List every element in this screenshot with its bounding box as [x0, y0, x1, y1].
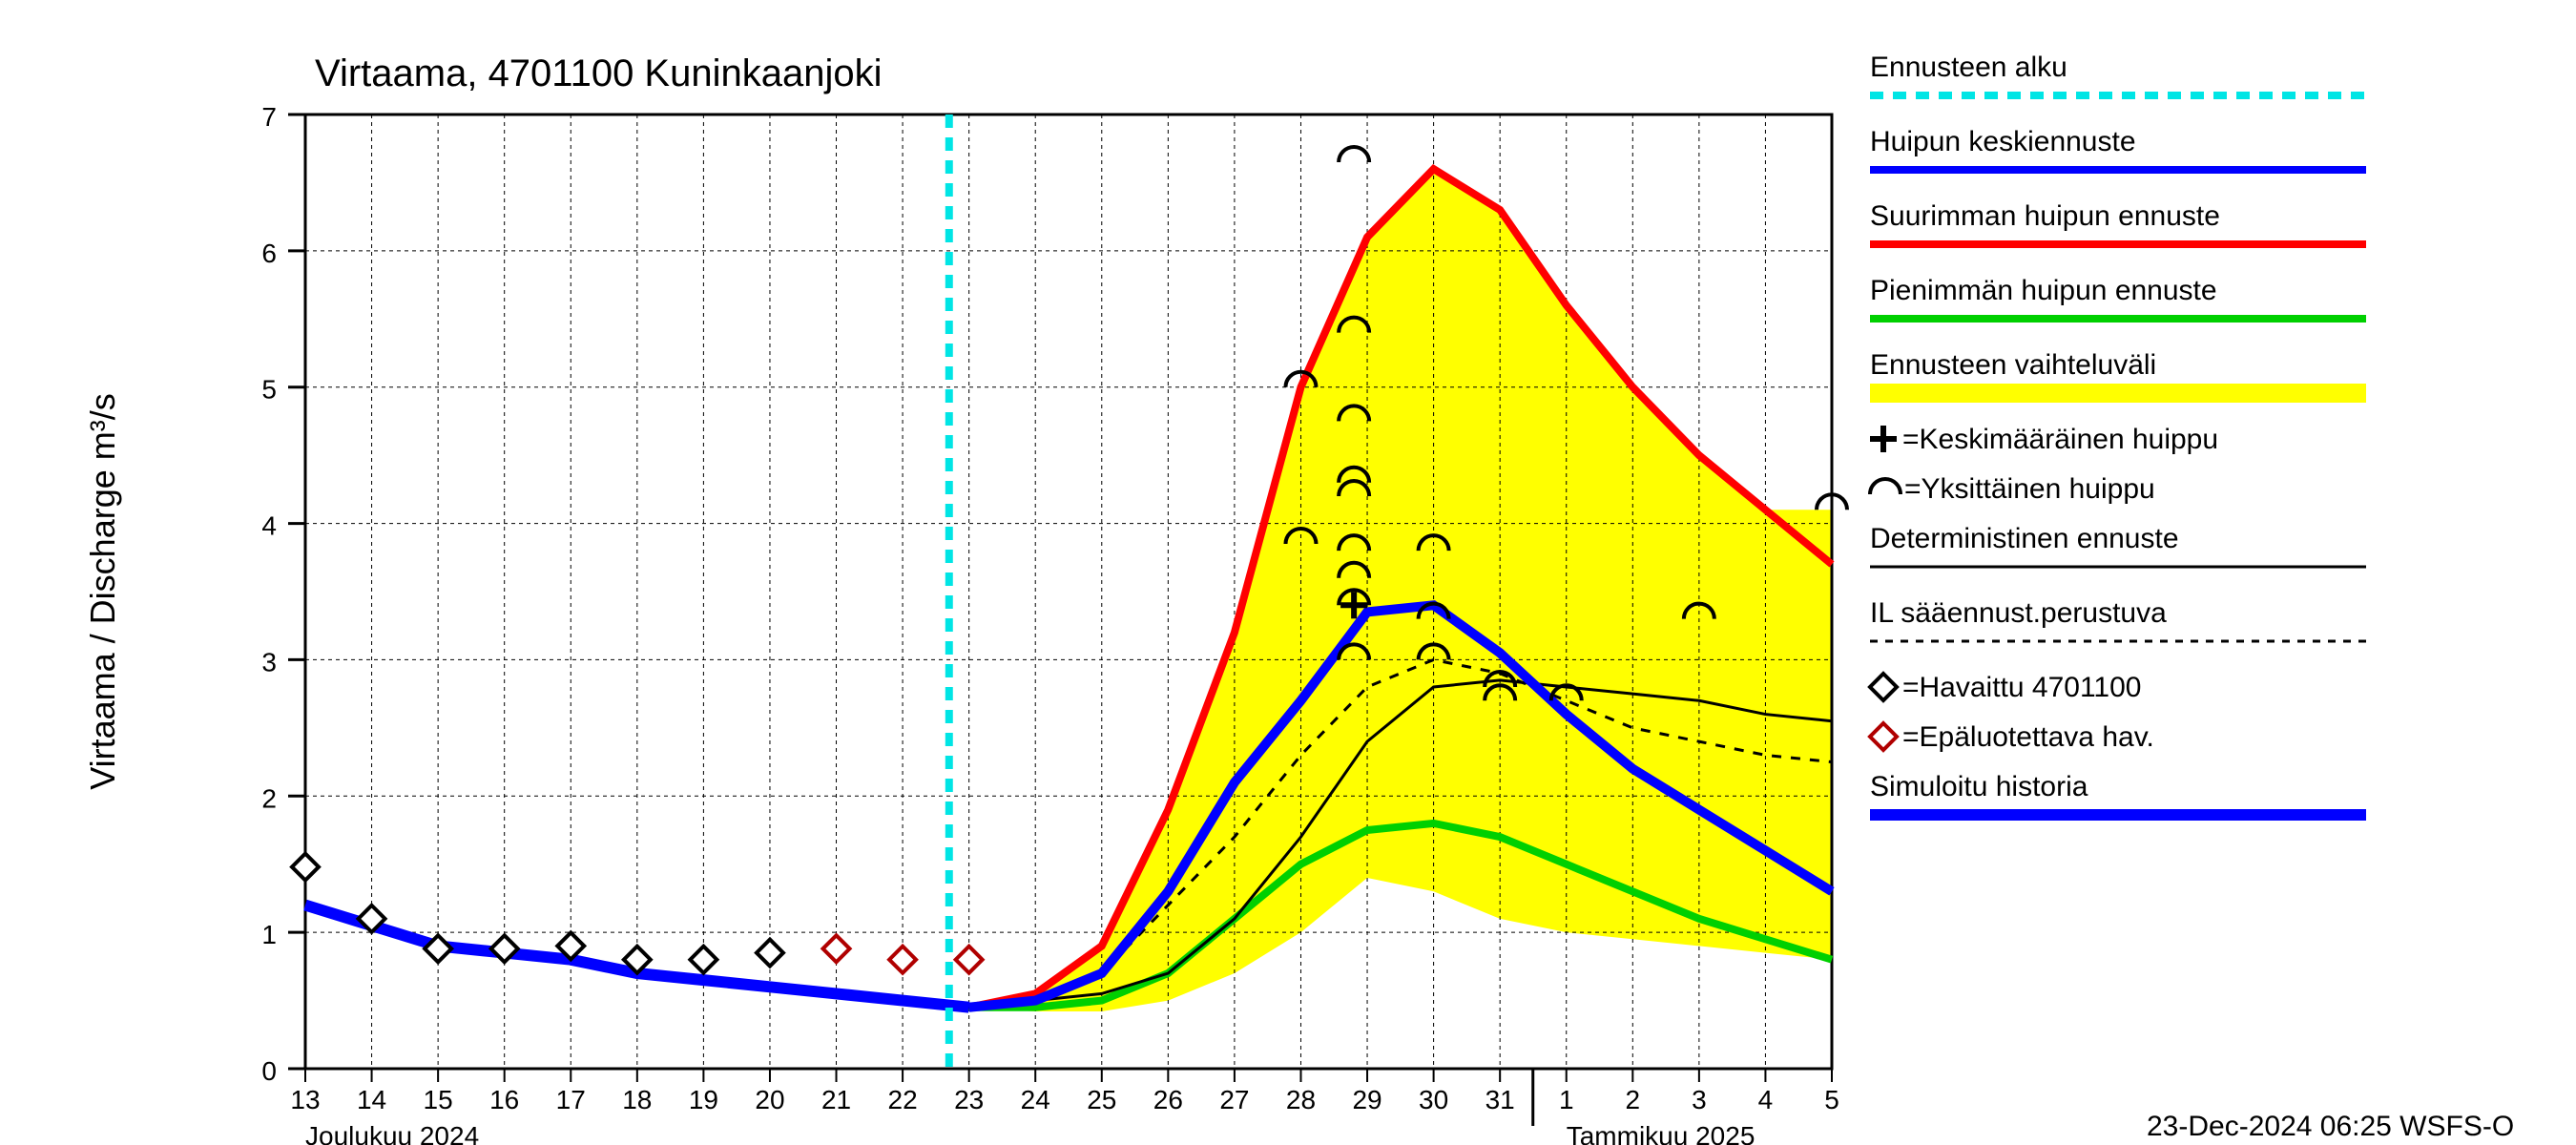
- x-day-label: 29: [1352, 1085, 1381, 1114]
- x-day-label: 20: [755, 1085, 784, 1114]
- x-day-label: 24: [1021, 1085, 1050, 1114]
- y-tick-label: 4: [261, 511, 277, 541]
- x-month-label: Tammikuu 2025: [1567, 1121, 1755, 1145]
- x-day-label: 13: [290, 1085, 320, 1114]
- legend-label: =Havaittu 4701100: [1902, 672, 2141, 703]
- y-axis-label: Virtaama / Discharge m³/s: [83, 393, 122, 789]
- x-day-label: 23: [954, 1085, 984, 1114]
- x-day-label: 21: [821, 1085, 851, 1114]
- x-day-label: 26: [1153, 1085, 1183, 1114]
- x-day-label: 28: [1286, 1085, 1316, 1114]
- chart-title: Virtaama, 4701100 Kuninkaanjoki: [315, 52, 883, 94]
- x-day-label: 18: [622, 1085, 652, 1114]
- x-day-label: 27: [1219, 1085, 1249, 1114]
- y-tick-label: 6: [261, 239, 277, 268]
- x-month-label: Joulukuu 2024: [305, 1121, 479, 1145]
- x-day-label: 22: [888, 1085, 918, 1114]
- legend-label: Simuloitu historia: [1870, 771, 2088, 802]
- chart-footer: 23-Dec-2024 06:25 WSFS-O: [2147, 1111, 2514, 1142]
- x-day-label: 17: [556, 1085, 586, 1114]
- y-tick-label: 2: [261, 783, 277, 813]
- chart-container: 0123456713141516171819202122232425262728…: [0, 0, 2576, 1145]
- legend-label: Ennusteen alku: [1870, 52, 2067, 83]
- x-day-label: 3: [1692, 1085, 1707, 1114]
- legend-label: Deterministinen ennuste: [1870, 523, 2179, 554]
- x-day-label: 30: [1419, 1085, 1448, 1114]
- x-day-label: 4: [1758, 1085, 1774, 1114]
- legend-label: =Epäluotettava hav.: [1902, 721, 2154, 753]
- y-tick-label: 3: [261, 647, 277, 677]
- x-day-label: 15: [424, 1085, 453, 1114]
- legend-label: =Yksittäinen huippu: [1904, 473, 2155, 505]
- y-tick-label: 5: [261, 375, 277, 405]
- x-day-label: 31: [1485, 1085, 1515, 1114]
- legend-label: Huipun keskiennuste: [1870, 126, 2136, 157]
- x-day-label: 1: [1559, 1085, 1574, 1114]
- legend-label: Suurimman huipun ennuste: [1870, 200, 2220, 232]
- y-tick-label: 7: [261, 102, 277, 132]
- legend-label: IL sääennust.perustuva: [1870, 597, 2167, 629]
- y-tick-label: 1: [261, 920, 277, 949]
- legend-label: Ennusteen vaihteluväli: [1870, 349, 2156, 381]
- x-day-label: 2: [1626, 1085, 1641, 1114]
- legend-label: =Keskimääräinen huippu: [1902, 424, 2218, 455]
- legend-label: Pienimmän huipun ennuste: [1870, 275, 2217, 306]
- x-day-label: 16: [489, 1085, 519, 1114]
- x-day-label: 14: [357, 1085, 386, 1114]
- x-day-label: 19: [689, 1085, 718, 1114]
- x-day-label: 25: [1087, 1085, 1116, 1114]
- x-day-label: 5: [1824, 1085, 1839, 1114]
- chart-svg: 0123456713141516171819202122232425262728…: [0, 0, 2576, 1145]
- y-tick-label: 0: [261, 1056, 277, 1086]
